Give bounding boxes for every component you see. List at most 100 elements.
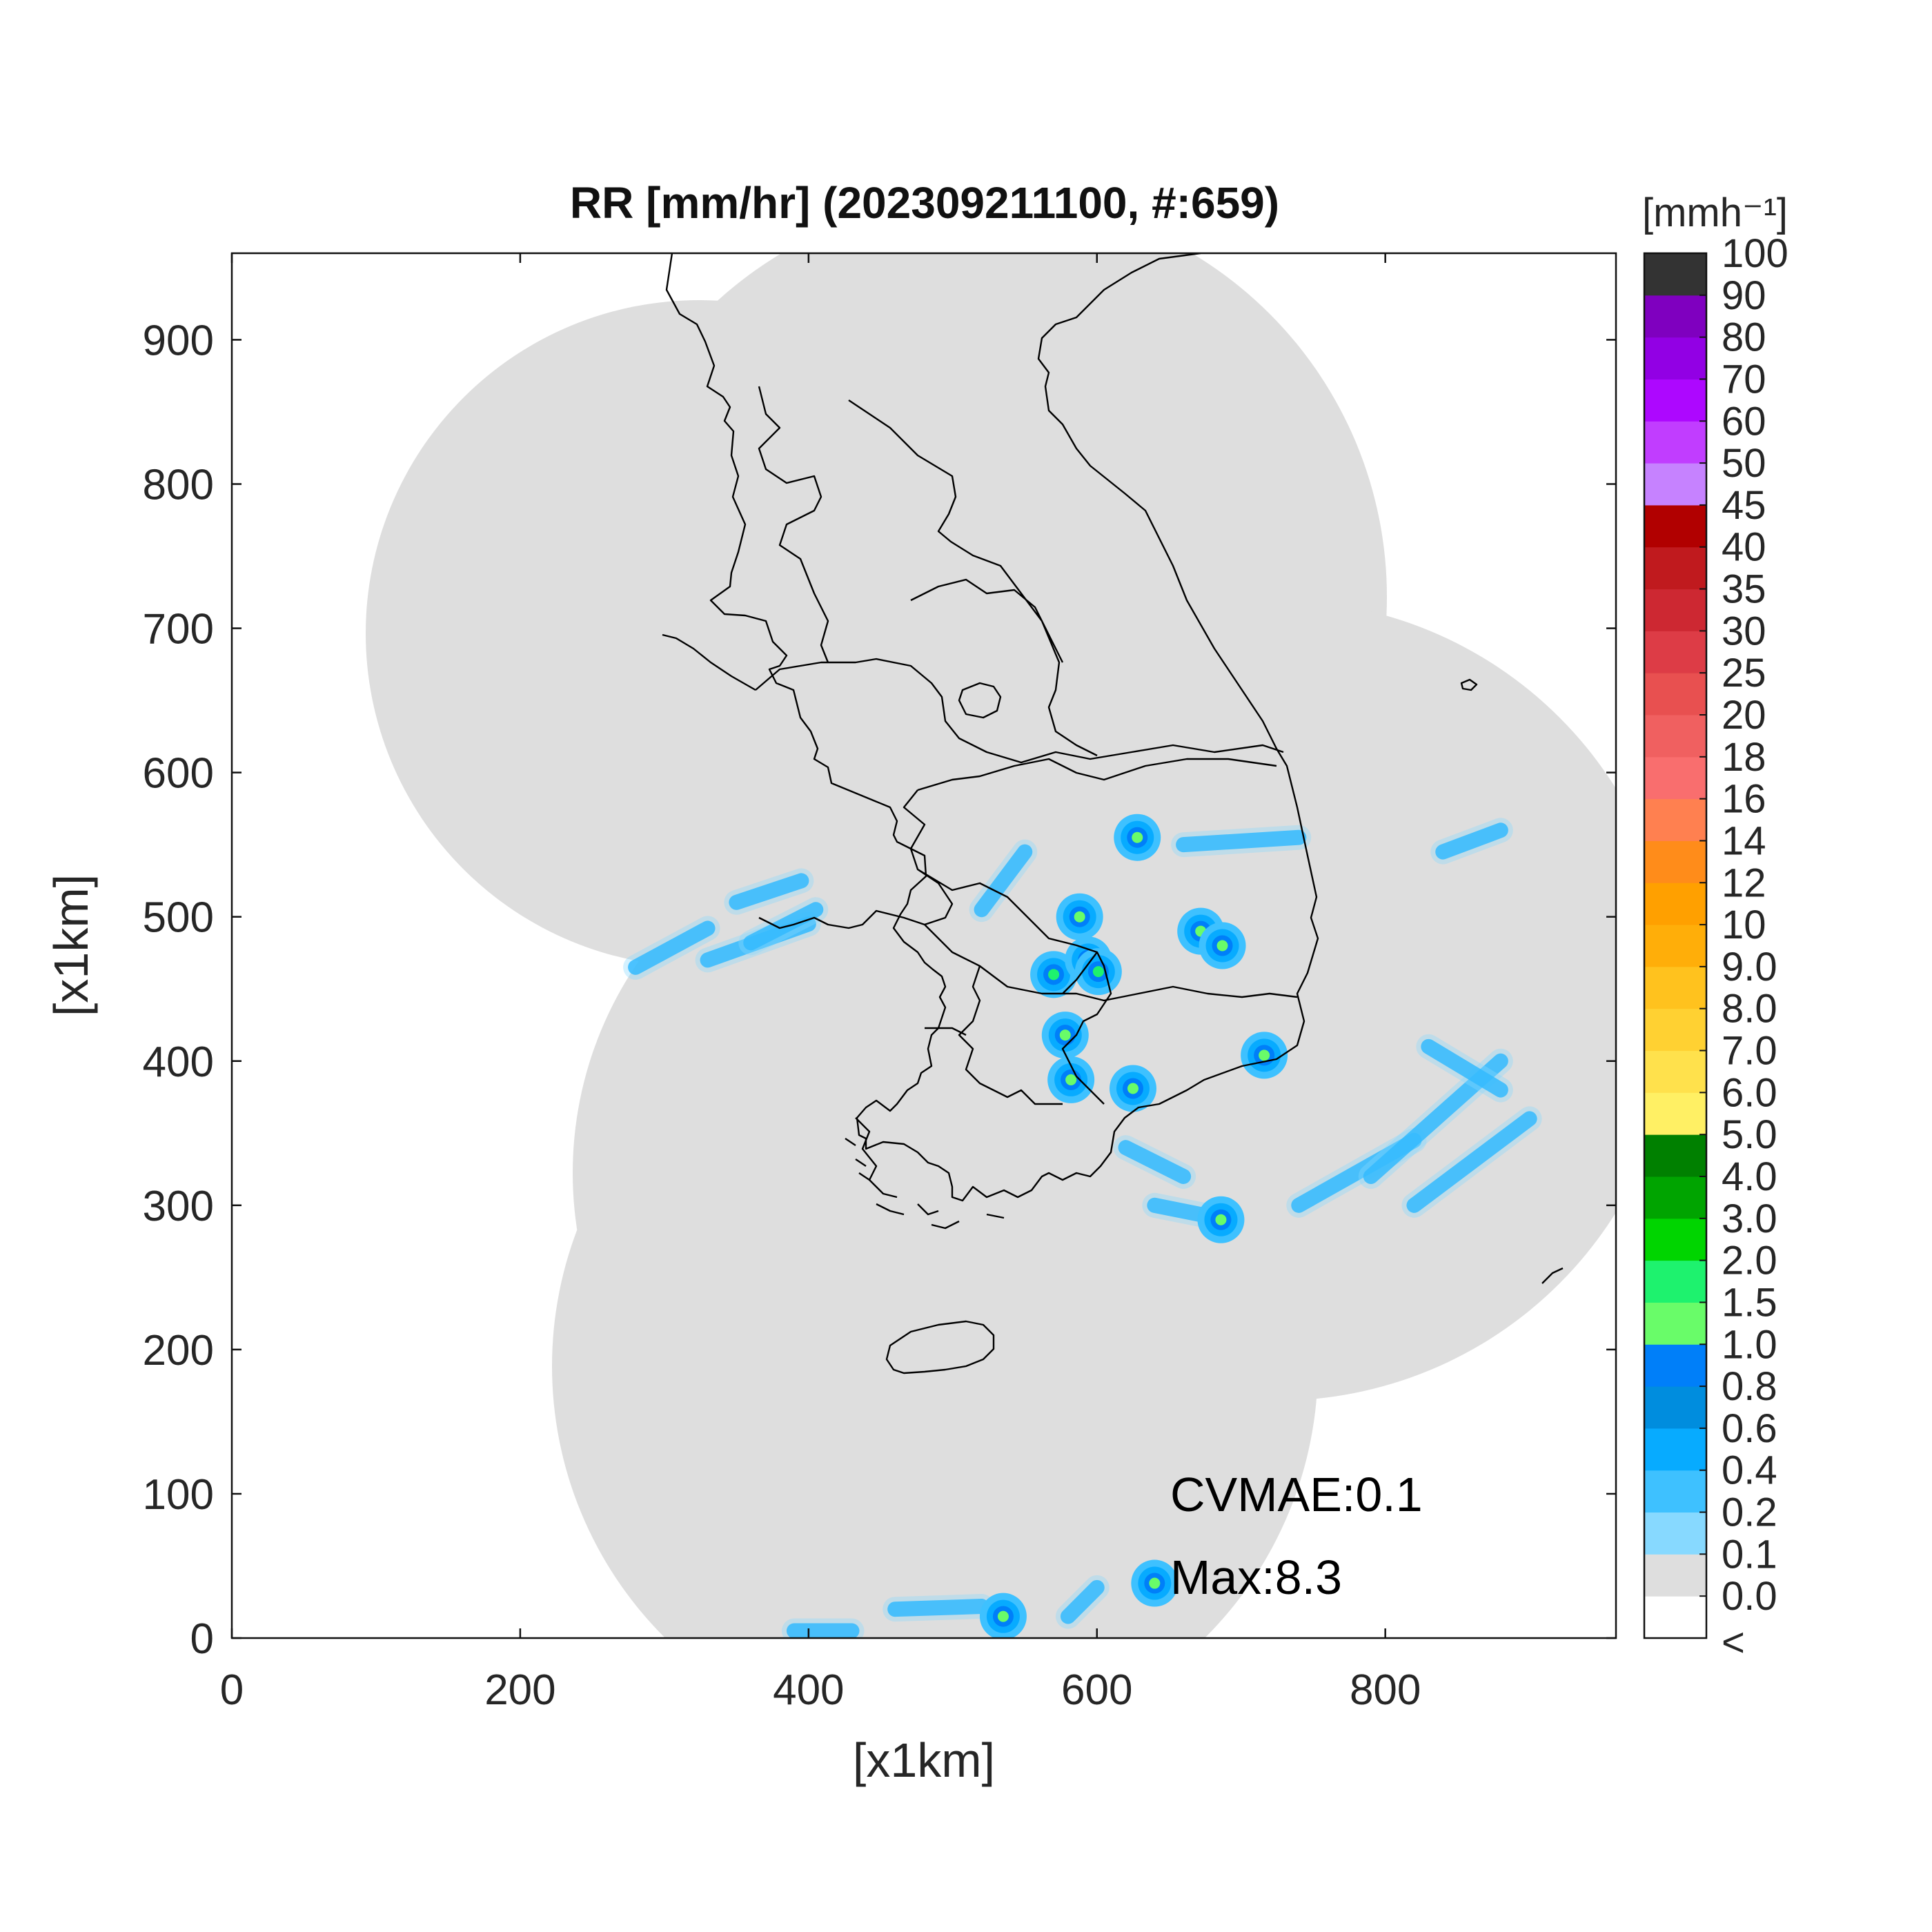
colorbar-swatch (1644, 798, 1706, 841)
y-tick-label: 200 (143, 1327, 214, 1374)
colorbar-tick-label: 90 (1722, 273, 1766, 318)
colorbar-tick-label: 2.0 (1722, 1239, 1777, 1283)
rain-cell-core (1059, 1029, 1071, 1041)
x-tick-label: 800 (1350, 1666, 1421, 1714)
y-tick-label: 600 (143, 750, 214, 798)
rain-band (1435, 822, 1508, 860)
rain-cell-core (1215, 1214, 1227, 1225)
colorbar-swatch (1644, 1218, 1706, 1261)
y-tick-label: 300 (143, 1183, 214, 1230)
rain-band (1406, 1111, 1537, 1213)
rain-cell-core (1132, 831, 1143, 843)
chart-title: RR [mm/hr] (202309211100, #:659) (570, 178, 1279, 228)
cvmae-annotation: CVMAE:0.1 (1170, 1468, 1423, 1521)
rain-cell-core (1259, 1049, 1270, 1061)
colorbar-tick-label: 9.0 (1722, 945, 1777, 989)
colorbar: 0.00.10.20.40.60.81.01.52.03.04.05.06.07… (1643, 231, 1788, 1665)
colorbar-tick-label: 3.0 (1722, 1196, 1777, 1241)
colorbar-tick-label: 6.0 (1722, 1070, 1777, 1115)
colorbar-tick-label: 30 (1722, 609, 1766, 653)
colorbar-swatch (1644, 966, 1706, 1009)
colorbar-tick-label: 20 (1722, 693, 1766, 738)
admin-boundaries-south (758, 758, 1298, 1105)
rain-band-halo (1113, 1135, 1196, 1189)
colorbar-swatch (1644, 253, 1706, 296)
rain-cell-core (1149, 1577, 1161, 1589)
y-tick-label: 800 (143, 462, 214, 509)
x-axis: 0 200 400 600 800 (220, 253, 1421, 1714)
colorbar-swatch (1644, 1512, 1706, 1555)
rain-band (743, 902, 824, 951)
colorbar-tick-label: 0.2 (1722, 1490, 1777, 1535)
rain-band (1118, 1140, 1192, 1184)
colorbar-tick-label: 35 (1722, 567, 1766, 612)
rain-band-halo (1416, 1034, 1513, 1103)
y-tick-label: 400 (143, 1038, 214, 1086)
rain-band (887, 1599, 989, 1617)
plot-frame (230, 252, 1617, 1639)
colorbar-tick-label: 25 (1722, 651, 1766, 696)
colorbar-tick-label: 1.0 (1722, 1322, 1777, 1367)
x-tick-label: 400 (773, 1666, 844, 1714)
colorbar-swatch (1644, 421, 1706, 464)
colorbar-swatch (1644, 1008, 1706, 1052)
x-tick-label: 0 (220, 1666, 244, 1714)
tsushima-coast (1541, 1267, 1564, 1284)
rain-cell-core (1216, 940, 1228, 952)
colorbar-under-swatch (1644, 1596, 1706, 1638)
colorbar-tick-label: 0.8 (1722, 1364, 1777, 1409)
colorbar-tick-label: 100 (1722, 231, 1788, 276)
colorbar-tick-label: 8.0 (1722, 987, 1777, 1032)
colorbar-swatch (1644, 1050, 1706, 1093)
x-tick-label: 600 (1061, 1666, 1132, 1714)
colorbar-swatch (1644, 295, 1706, 338)
rain-cell-core (997, 1610, 1009, 1622)
y-tick-label: 500 (143, 894, 214, 942)
colorbar-tick-label: 45 (1722, 483, 1766, 528)
colorbar-swatch (1644, 631, 1706, 673)
plot-area (232, 253, 1616, 1638)
colorbar-tick-label: 60 (1722, 399, 1766, 444)
colorbar-swatch (1644, 1386, 1706, 1429)
rain-cell-core (1065, 1074, 1077, 1085)
y-tick-label: 700 (143, 606, 214, 653)
colorbar-swatch (1644, 925, 1706, 967)
colorbar-under-label: < (1722, 1620, 1745, 1665)
colorbar-tick-label: 10 (1722, 903, 1766, 947)
colorbar-swatch (1644, 1470, 1706, 1513)
southwest-islands (845, 1117, 1005, 1230)
colorbar-tick-label: 5.0 (1722, 1112, 1777, 1157)
colorbar-swatch (1644, 546, 1706, 590)
colorbar-frame (1643, 252, 1708, 1639)
colorbar-tick-label: 70 (1722, 357, 1766, 402)
max-annotation: Max:8.3 (1170, 1550, 1342, 1604)
rain-band (1060, 1579, 1105, 1624)
peninsula-coastline (665, 253, 1319, 1202)
rain-cell-core (1074, 911, 1085, 923)
x-axis-label: [x1km] (853, 1733, 995, 1787)
rain-cell-core (1092, 966, 1104, 978)
colorbar-tick-label: 0.1 (1722, 1532, 1777, 1577)
y-axis-label: [x1km] (44, 874, 98, 1016)
rain-band (628, 920, 716, 975)
colorbar-swatch (1644, 756, 1706, 800)
colorbar-tick-label: 1.5 (1722, 1280, 1777, 1325)
jeju-island (885, 1320, 995, 1374)
colorbar-swatch (1644, 1554, 1706, 1597)
rain-cell-core (1048, 969, 1060, 980)
colorbar-swatch (1644, 715, 1706, 758)
rain-band-halo (883, 1594, 994, 1622)
colorbar-tick-label: 40 (1722, 525, 1766, 570)
colorbar-tick-label: 50 (1722, 441, 1766, 486)
rain-band-halo (623, 916, 720, 980)
colorbar-swatch (1644, 1302, 1706, 1345)
x-tick-label: 200 (484, 1666, 555, 1714)
seoul-boundary (958, 682, 1002, 719)
rain-band (974, 844, 1033, 918)
colorbar-tick-label: 80 (1722, 315, 1766, 360)
colorbar-swatch (1644, 1134, 1706, 1177)
rain-band (729, 873, 809, 910)
precipitation-layer (623, 814, 1542, 1638)
colorbar-tick-label: 4.0 (1722, 1154, 1777, 1199)
rain-band (1421, 1038, 1508, 1098)
